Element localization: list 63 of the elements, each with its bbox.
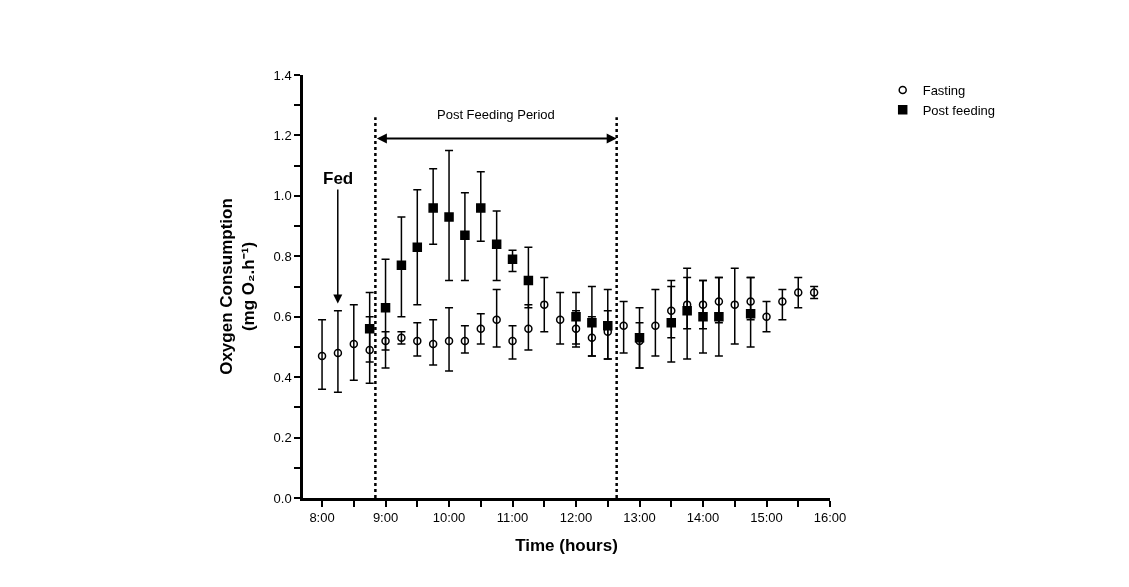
point [349,339,359,349]
point [380,302,391,313]
x-tick-label: 14:00 [686,510,720,526]
x-tick-label: 12:00 [559,510,593,526]
point [444,336,454,346]
y-tick-label: 0.8 [273,248,292,264]
point [365,345,374,355]
y-tick-label: 1.4 [273,67,292,83]
point [794,288,803,297]
y-axis-title: Oxygen Consumption (mg O₂.h⁻¹) [217,198,259,375]
annotation: Fed [323,169,354,188]
point [730,300,740,309]
x-tick-label: 15:00 [750,510,783,526]
point [491,239,502,249]
point [698,300,708,309]
point [540,300,549,309]
point [587,318,597,328]
point [333,348,343,358]
point [444,212,454,222]
x-tick-label: 9:00 [372,510,399,526]
point [571,324,581,334]
x-tick-label: 10:00 [432,510,466,526]
point [619,321,628,331]
point [746,297,755,306]
y-tick-label: 0.0 [273,490,292,506]
point [508,336,517,346]
point [555,315,565,324]
x-axis-title: Time (hours) [515,535,618,555]
point [714,297,724,306]
x-tick-label: 16:00 [813,510,847,526]
point [396,260,407,271]
point [364,324,375,334]
point [428,203,438,213]
annotation: Post Feeding Period [437,107,555,122]
point [778,297,787,306]
point [428,339,438,349]
y-tick-label: 1.0 [273,188,292,204]
legend-label: Fasting [922,83,966,99]
point [460,230,470,240]
point [413,336,422,346]
point [587,333,597,343]
point [524,324,533,334]
y-tick-label: 1.2 [273,127,292,143]
y-tick-label: 0.2 [273,430,292,446]
point [476,203,486,213]
point [412,242,423,252]
point [651,321,660,331]
x-tick-label: 11:00 [496,510,529,526]
point [666,318,677,328]
point [762,312,771,321]
point [523,275,534,286]
x-tick-label: 8:00 [309,510,335,526]
y-tick-label: 0.4 [273,369,292,385]
y-tick-label: 0.6 [273,309,292,325]
point [492,315,501,324]
legend-label: Post feeding [922,102,995,118]
point [476,324,486,334]
point [460,336,470,346]
x-tick-label: 13:00 [623,510,656,526]
point [507,254,518,265]
point [381,336,390,346]
point [667,306,676,315]
point [317,351,327,361]
